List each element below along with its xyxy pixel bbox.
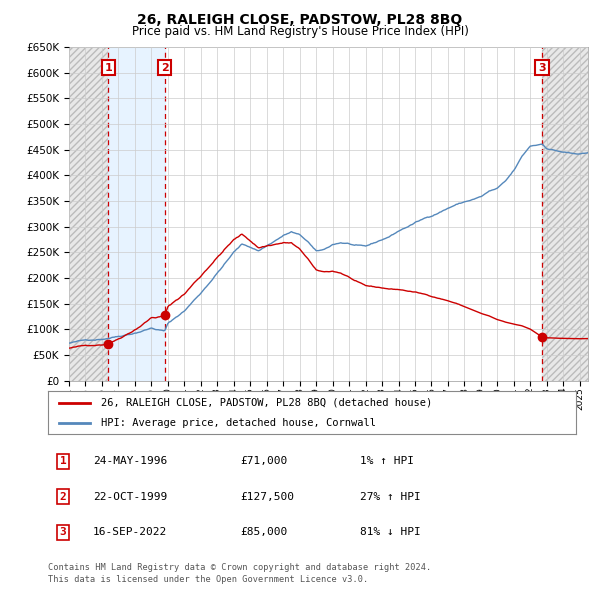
Text: 16-SEP-2022: 16-SEP-2022 xyxy=(93,527,167,537)
Text: 2: 2 xyxy=(59,492,67,502)
Text: £127,500: £127,500 xyxy=(240,492,294,502)
Bar xyxy=(109,47,165,381)
Text: 1% ↑ HPI: 1% ↑ HPI xyxy=(360,457,414,466)
Text: 1: 1 xyxy=(59,457,67,466)
Text: £71,000: £71,000 xyxy=(240,457,287,466)
Text: 27% ↑ HPI: 27% ↑ HPI xyxy=(360,492,421,502)
Text: 81% ↓ HPI: 81% ↓ HPI xyxy=(360,527,421,537)
Text: 24-MAY-1996: 24-MAY-1996 xyxy=(93,457,167,466)
Bar xyxy=(69,47,109,381)
Text: £85,000: £85,000 xyxy=(240,527,287,537)
Text: HPI: Average price, detached house, Cornwall: HPI: Average price, detached house, Corn… xyxy=(101,418,376,428)
Text: 26, RALEIGH CLOSE, PADSTOW, PL28 8BQ (detached house): 26, RALEIGH CLOSE, PADSTOW, PL28 8BQ (de… xyxy=(101,398,432,408)
Bar xyxy=(542,47,588,381)
Text: 1: 1 xyxy=(104,63,112,73)
Text: 26, RALEIGH CLOSE, PADSTOW, PL28 8BQ: 26, RALEIGH CLOSE, PADSTOW, PL28 8BQ xyxy=(137,13,463,27)
Bar xyxy=(542,47,588,381)
Bar xyxy=(69,47,109,381)
Text: 3: 3 xyxy=(538,63,546,73)
Text: Contains HM Land Registry data © Crown copyright and database right 2024.: Contains HM Land Registry data © Crown c… xyxy=(48,563,431,572)
Text: 2: 2 xyxy=(161,63,169,73)
Text: Price paid vs. HM Land Registry's House Price Index (HPI): Price paid vs. HM Land Registry's House … xyxy=(131,25,469,38)
Text: This data is licensed under the Open Government Licence v3.0.: This data is licensed under the Open Gov… xyxy=(48,575,368,584)
Text: 22-OCT-1999: 22-OCT-1999 xyxy=(93,492,167,502)
Text: 3: 3 xyxy=(59,527,67,537)
